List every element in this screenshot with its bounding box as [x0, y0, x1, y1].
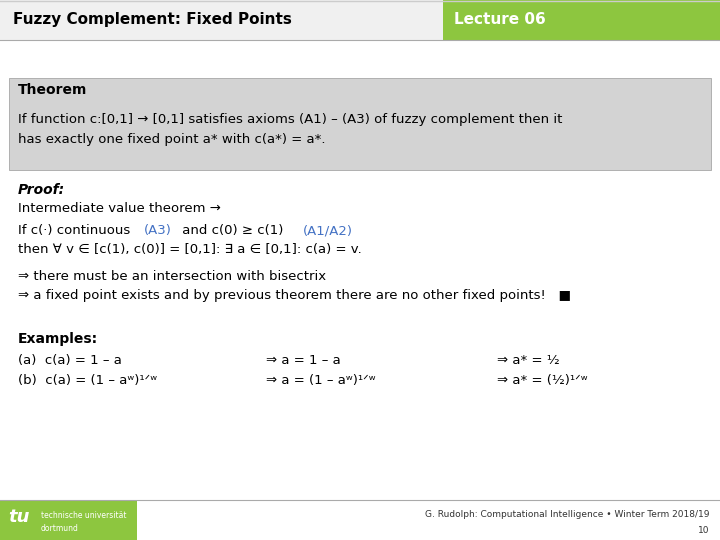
Bar	[9, 78, 711, 170]
Text: G. Rudolph: Computational Intelligence • Winter Term 2018/19: G. Rudolph: Computational Intelligence •…	[425, 510, 709, 518]
Text: Fuzzy Complement: Fixed Points: Fuzzy Complement: Fixed Points	[13, 12, 292, 28]
Text: ⇒ there must be an intersection with bisectrix: ⇒ there must be an intersection with bis…	[18, 270, 326, 283]
Text: and c(0) ≥ c(1): and c(0) ≥ c(1)	[178, 224, 292, 237]
Bar	[0, 0, 443, 40]
Text: ⇒ a = 1 – a: ⇒ a = 1 – a	[266, 354, 341, 367]
Text: (a)  c(a) = 1 – a: (a) c(a) = 1 – a	[18, 354, 122, 367]
Text: (A1/A2): (A1/A2)	[302, 224, 352, 237]
Text: If function c:[0,1] → [0,1] satisfies axioms (A1) – (A3) of fuzzy complement the: If function c:[0,1] → [0,1] satisfies ax…	[18, 113, 562, 146]
Text: Theorem: Theorem	[18, 83, 87, 97]
Text: Intermediate value theorem →: Intermediate value theorem →	[18, 202, 221, 215]
Bar	[443, 0, 720, 40]
Text: 10: 10	[698, 525, 709, 535]
Text: Examples:: Examples:	[18, 332, 98, 346]
Text: then ∀ v ∈ [c(1), c(0)] = [0,1]: ∃ a ∈ [0,1]: c(a) = v.: then ∀ v ∈ [c(1), c(0)] = [0,1]: ∃ a ∈ […	[18, 243, 361, 256]
Text: If c(·) continuous: If c(·) continuous	[18, 224, 139, 237]
Text: Lecture 06: Lecture 06	[454, 12, 545, 28]
Text: ⇒ a* = ½: ⇒ a* = ½	[497, 354, 559, 367]
Text: dortmund: dortmund	[41, 523, 79, 532]
Text: Proof:: Proof:	[18, 183, 65, 197]
Text: technische universität: technische universität	[41, 511, 127, 519]
Text: (b)  c(a) = (1 – aʷ)¹ᐟʷ: (b) c(a) = (1 – aʷ)¹ᐟʷ	[18, 374, 157, 387]
Text: ⇒ a fixed point exists and by previous theorem there are no other fixed points! : ⇒ a fixed point exists and by previous t…	[18, 289, 571, 302]
Text: ⇒ a* = (½)¹ᐟʷ: ⇒ a* = (½)¹ᐟʷ	[497, 374, 588, 387]
Text: tu: tu	[9, 508, 30, 526]
Text: (A3): (A3)	[144, 224, 172, 237]
Bar	[0, 500, 137, 540]
Text: ⇒ a = (1 – aʷ)¹ᐟʷ: ⇒ a = (1 – aʷ)¹ᐟʷ	[266, 374, 376, 387]
